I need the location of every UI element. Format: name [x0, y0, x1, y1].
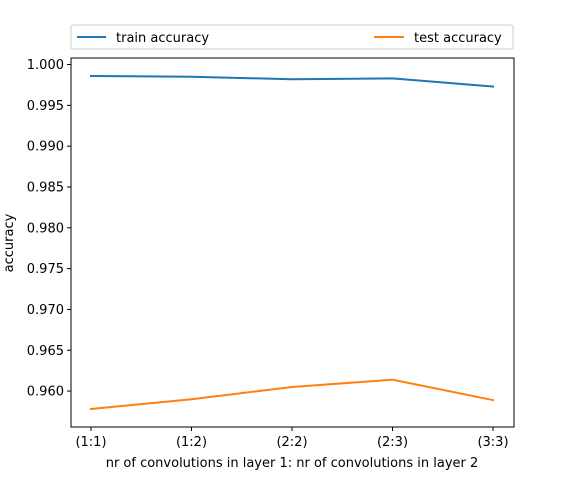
x-axis: (1:1) (1:2) (2:2) (2:3) (3:3)	[75, 427, 509, 450]
series-line-train	[89, 74, 495, 88]
y-tick-label: 0.985	[27, 180, 64, 195]
x-tick-label: (3:3)	[477, 435, 508, 450]
legend: train accuracy test accuracy	[70, 24, 514, 50]
y-tick-label: 0.990	[27, 140, 64, 155]
x-tick-label: (2:2)	[276, 435, 307, 450]
y-tick-label: 0.965	[27, 344, 64, 359]
legend-label-train: train accuracy	[116, 31, 209, 46]
y-tick-label: 0.960	[27, 385, 64, 400]
legend-frame	[70, 24, 514, 50]
plot-area-frame	[70, 57, 515, 428]
y-tick-label: 0.995	[27, 99, 64, 114]
y-axis: 1.000 0.995 0.990 0.985 0.980 0.975 0.970 0.965…	[27, 58, 71, 400]
series-layer	[89, 74, 495, 411]
y-axis-title: accuracy	[2, 213, 17, 272]
x-tick-label: (2:3)	[377, 435, 408, 450]
legend-label-test: test accuracy	[414, 31, 502, 46]
y-tick-label: 0.970	[27, 303, 64, 318]
y-tick-label: 1.000	[27, 58, 64, 73]
x-axis-title: nr of convolutions in layer 1: nr of con…	[106, 456, 479, 471]
x-tick-label: (1:1)	[75, 435, 106, 450]
series-line-test	[89, 378, 495, 411]
y-tick-label: 0.980	[27, 221, 64, 236]
x-tick-label: (1:2)	[176, 435, 207, 450]
y-tick-label: 0.975	[27, 262, 64, 277]
